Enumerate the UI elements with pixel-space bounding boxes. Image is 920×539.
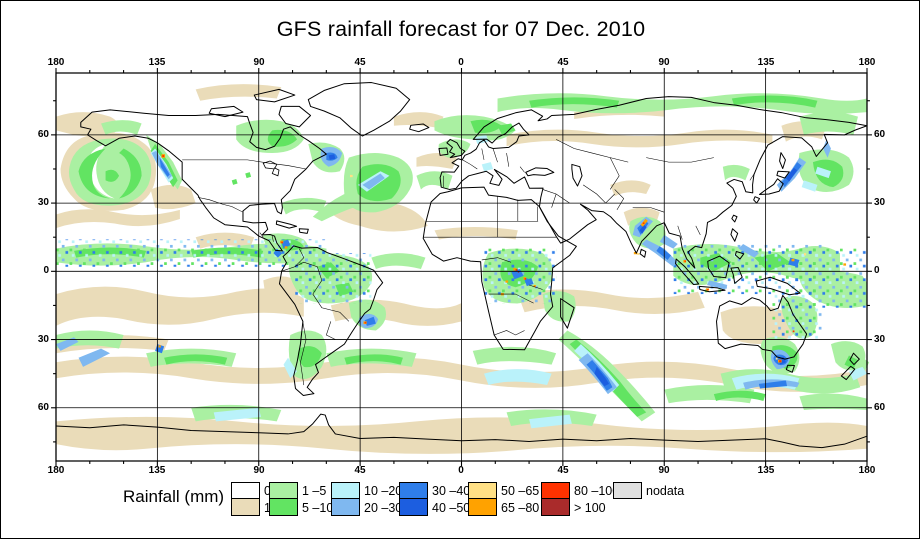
legend-label: 0 bbox=[264, 483, 271, 498]
world-map bbox=[56, 73, 867, 461]
legend-swatch bbox=[231, 498, 260, 516]
lon-label-top-1: 135 bbox=[148, 57, 166, 68]
legend-label: 50 –65 bbox=[501, 483, 540, 498]
legend-label: 10 –20 bbox=[364, 483, 403, 498]
legend-label: 1 –5 bbox=[302, 483, 327, 498]
legend-label: 20 –30 bbox=[364, 500, 403, 515]
lat-label-left-4: 60 bbox=[37, 402, 49, 413]
lon-label-top-6: 90 bbox=[658, 57, 670, 68]
lon-label-top-4: 0 bbox=[458, 57, 464, 68]
legend-label: 1 bbox=[264, 500, 271, 515]
legend-swatch bbox=[269, 482, 298, 499]
coastline-layer bbox=[56, 83, 867, 448]
legend-label: 40 –50 bbox=[432, 500, 471, 515]
lat-label-right-2: 0 bbox=[874, 265, 880, 276]
lon-label-top-3: 45 bbox=[354, 57, 366, 68]
lon-label-top-0: 180 bbox=[47, 57, 65, 68]
lat-label-right-3: 30 bbox=[874, 334, 886, 345]
legend-col-1: 1 –5 5 –10 bbox=[269, 482, 333, 516]
legend-col-4: 50 –65 65 –80 bbox=[468, 482, 539, 516]
lon-label-bottom-0: 180 bbox=[47, 465, 65, 476]
rain-gold-layer bbox=[349, 174, 807, 360]
axis-ticks bbox=[51, 68, 872, 466]
grid-lines bbox=[56, 73, 867, 461]
legend-col-5: 80 –100 > 100 bbox=[541, 482, 619, 516]
legend-col-3: 30 –40 40 –50 bbox=[399, 482, 470, 516]
lat-label-right-4: 60 bbox=[874, 402, 886, 413]
legend-label: > 100 bbox=[574, 500, 606, 515]
lon-label-bottom-1: 135 bbox=[148, 465, 166, 476]
legend-swatch bbox=[331, 482, 360, 499]
legend-swatch-nodata bbox=[613, 482, 642, 499]
legend-label: 5 –10 bbox=[302, 500, 334, 515]
legend-swatch bbox=[331, 498, 360, 516]
lat-label-right-1: 30 bbox=[874, 197, 886, 208]
lon-label-top-2: 90 bbox=[253, 57, 265, 68]
legend-swatch bbox=[468, 482, 497, 499]
lon-label-top-5: 45 bbox=[557, 57, 569, 68]
legend-swatch bbox=[399, 498, 428, 516]
page-title: GFS rainfall forecast for 07 Dec. 2010 bbox=[276, 17, 646, 41]
lon-label-bottom-8: 180 bbox=[858, 465, 876, 476]
legend-swatch bbox=[541, 482, 570, 499]
lat-label-left-2: 0 bbox=[43, 265, 49, 276]
lon-label-bottom-7: 135 bbox=[757, 465, 775, 476]
legend-col-6: nodata bbox=[613, 482, 684, 499]
lon-label-bottom-3: 45 bbox=[354, 465, 366, 476]
lat-label-left-1: 30 bbox=[37, 197, 49, 208]
lat-label-left-3: 30 bbox=[37, 334, 49, 345]
legend-swatch bbox=[468, 498, 497, 516]
legend-swatch bbox=[541, 498, 570, 516]
legend-title: Rainfall (mm) bbox=[123, 487, 225, 506]
legend-col-0: 0 1 bbox=[231, 482, 271, 516]
legend-swatch bbox=[231, 482, 260, 499]
lon-label-bottom-2: 90 bbox=[253, 465, 265, 476]
lon-label-bottom-5: 45 bbox=[557, 465, 569, 476]
lon-label-bottom-4: 0 bbox=[458, 465, 464, 476]
lon-label-top-8: 180 bbox=[858, 57, 876, 68]
legend-label: 30 –40 bbox=[432, 483, 471, 498]
lon-label-top-7: 135 bbox=[757, 57, 775, 68]
lat-label-left-0: 60 bbox=[37, 129, 49, 140]
lat-label-right-0: 60 bbox=[874, 129, 886, 140]
legend-swatch bbox=[399, 482, 428, 499]
lon-label-bottom-6: 90 bbox=[658, 465, 670, 476]
legend-swatch bbox=[269, 498, 298, 516]
legend-label: nodata bbox=[646, 483, 685, 498]
legend-label: 65 –80 bbox=[501, 500, 540, 515]
rain-darkred-layer bbox=[516, 269, 520, 273]
legend-col-2: 10 –20 20 –30 bbox=[331, 482, 402, 516]
legend-label: 80 –100 bbox=[574, 483, 620, 498]
